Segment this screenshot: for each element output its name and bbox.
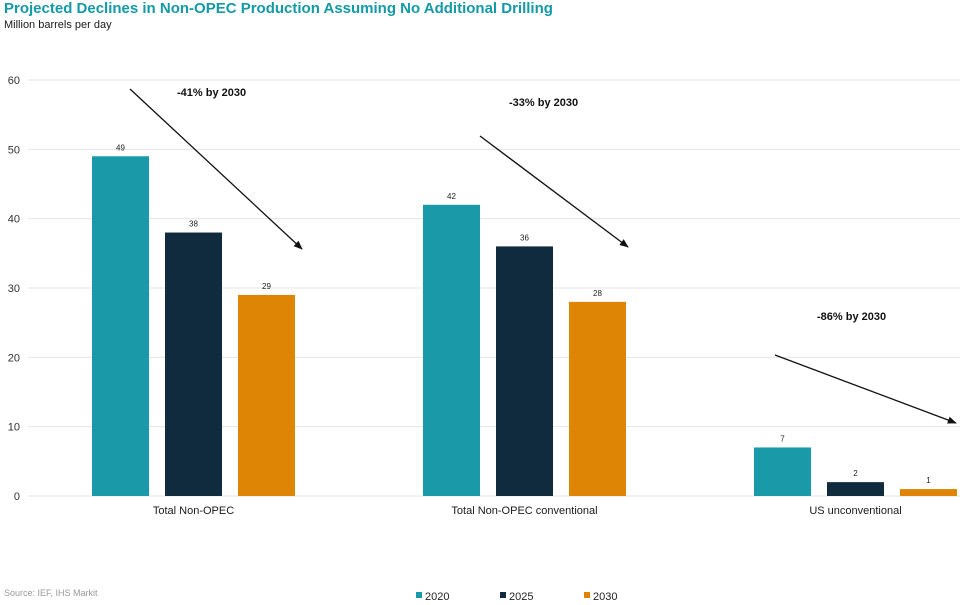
data-label-2025-3: 2 xyxy=(853,469,858,478)
bar-2020-1 xyxy=(92,156,149,496)
decline-annotation-2: -33% by 2030 xyxy=(509,97,578,109)
bar-2025-3 xyxy=(827,482,884,496)
y-tick-label: 60 xyxy=(8,75,20,87)
data-label-2030-1: 29 xyxy=(262,282,271,291)
legend-label-2030: 2030 xyxy=(593,591,617,603)
y-tick-label: 50 xyxy=(8,144,20,156)
y-tick-label: 40 xyxy=(8,214,20,226)
y-axis-unit-label: Million barrels per day xyxy=(4,19,112,31)
data-label-2025-1: 38 xyxy=(189,220,198,229)
x-category-label: Total Non-OPEC xyxy=(153,505,234,517)
y-tick-label: 10 xyxy=(8,422,20,434)
data-label-2025-2: 36 xyxy=(520,233,529,242)
bar-2030-2 xyxy=(569,301,626,496)
x-category-label: US unconventional xyxy=(809,505,901,517)
bar-2030-3 xyxy=(900,489,957,496)
data-label-2030-3: 1 xyxy=(926,476,931,485)
bar-2025-2 xyxy=(496,246,553,496)
legend-swatch-2020 xyxy=(416,592,422,598)
legend-swatch-2025 xyxy=(500,592,506,598)
bar-2030-1 xyxy=(238,294,295,496)
trend-arrow-1 xyxy=(129,88,303,250)
bar-2020-2 xyxy=(423,204,480,497)
data-label-2020-2: 42 xyxy=(447,192,456,201)
data-label-2020-3: 7 xyxy=(780,434,785,443)
trend-arrow-2 xyxy=(479,135,629,248)
data-label-2020-1: 49 xyxy=(116,143,125,152)
x-category-label: Total Non-OPEC conventional xyxy=(451,505,597,517)
y-tick-label: 0 xyxy=(14,491,20,503)
y-tick-label: 20 xyxy=(8,352,20,364)
trend-arrow-3 xyxy=(774,354,957,424)
bar-2025-1 xyxy=(165,232,222,497)
data-label-2030-2: 28 xyxy=(593,289,602,298)
bar-2020-3 xyxy=(754,447,811,496)
legend-label-2020: 2020 xyxy=(425,591,449,603)
source-note: Source: IEF, IHS Markit xyxy=(4,588,98,598)
decline-annotation-3: -86% by 2030 xyxy=(817,311,886,323)
legend-swatch-2030 xyxy=(584,592,590,598)
chart-title: Projected Declines in Non-OPEC Productio… xyxy=(4,0,553,17)
y-tick-label: 30 xyxy=(8,283,20,295)
decline-annotation-1: -41% by 2030 xyxy=(177,87,246,99)
legend-label-2025: 2025 xyxy=(509,591,533,603)
